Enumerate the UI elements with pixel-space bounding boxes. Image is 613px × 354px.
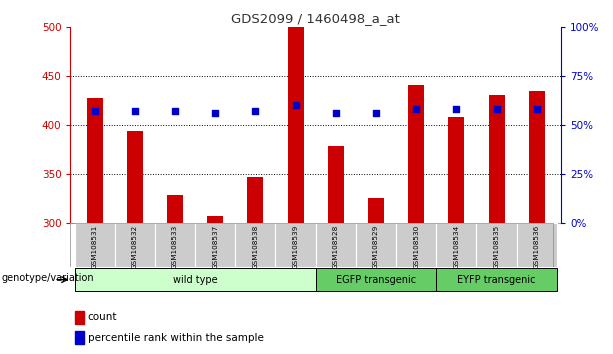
Bar [287, 27, 303, 223]
FancyBboxPatch shape [476, 223, 517, 267]
Bar [127, 131, 143, 223]
Bar [489, 95, 504, 223]
FancyBboxPatch shape [155, 223, 195, 267]
FancyBboxPatch shape [436, 268, 557, 291]
FancyBboxPatch shape [115, 223, 155, 267]
Point [371, 110, 381, 116]
FancyBboxPatch shape [316, 268, 436, 291]
FancyBboxPatch shape [436, 223, 476, 267]
Bar [529, 91, 545, 223]
Text: GSM108539: GSM108539 [292, 225, 299, 269]
Point [170, 108, 180, 114]
Point [89, 108, 99, 114]
Bar [167, 195, 183, 223]
Bar [328, 147, 344, 223]
Point [130, 108, 140, 114]
Point [251, 108, 261, 114]
Text: GSM108531: GSM108531 [91, 225, 97, 269]
Bar [75, 331, 84, 344]
Text: GSM108528: GSM108528 [333, 225, 339, 269]
Text: GSM108535: GSM108535 [493, 225, 500, 269]
Point [210, 110, 220, 116]
Title: GDS2099 / 1460498_a_at: GDS2099 / 1460498_a_at [231, 12, 400, 25]
Text: GSM108530: GSM108530 [413, 225, 419, 269]
Point [291, 102, 300, 108]
FancyBboxPatch shape [235, 223, 275, 267]
Bar [75, 311, 84, 324]
FancyBboxPatch shape [275, 223, 316, 267]
Bar [448, 117, 465, 223]
Text: GSM108538: GSM108538 [253, 225, 259, 269]
Text: GSM108537: GSM108537 [212, 225, 218, 269]
Text: EGFP transgenic: EGFP transgenic [336, 275, 416, 285]
FancyBboxPatch shape [316, 223, 356, 267]
Text: count: count [88, 312, 117, 322]
Bar [207, 216, 223, 223]
Text: genotype/variation: genotype/variation [1, 273, 94, 284]
Bar [86, 98, 102, 223]
Text: EYFP transgenic: EYFP transgenic [457, 275, 536, 285]
Text: GSM108533: GSM108533 [172, 225, 178, 269]
Point [492, 106, 501, 112]
FancyBboxPatch shape [356, 223, 396, 267]
Bar [368, 199, 384, 223]
Point [452, 106, 462, 112]
Text: wild type: wild type [173, 275, 218, 285]
Text: GSM108536: GSM108536 [534, 225, 540, 269]
FancyBboxPatch shape [75, 268, 316, 291]
Text: GSM108532: GSM108532 [132, 225, 138, 269]
FancyBboxPatch shape [396, 223, 436, 267]
FancyBboxPatch shape [517, 223, 557, 267]
Text: GSM108529: GSM108529 [373, 225, 379, 269]
FancyBboxPatch shape [75, 223, 115, 267]
Point [411, 106, 421, 112]
Text: percentile rank within the sample: percentile rank within the sample [88, 332, 264, 343]
Bar [408, 85, 424, 223]
Point [331, 110, 341, 116]
FancyBboxPatch shape [195, 223, 235, 267]
Bar [248, 177, 264, 223]
Text: GSM108534: GSM108534 [454, 225, 459, 269]
Point [532, 106, 542, 112]
